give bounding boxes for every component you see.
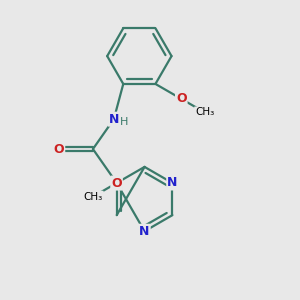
- Text: H: H: [120, 117, 128, 128]
- Text: N: N: [109, 113, 119, 126]
- Text: O: O: [111, 177, 122, 190]
- Text: N: N: [167, 176, 178, 190]
- Text: O: O: [54, 142, 64, 155]
- Text: N: N: [140, 225, 150, 238]
- Text: CH₃: CH₃: [195, 107, 214, 117]
- Text: O: O: [176, 92, 187, 105]
- Text: CH₃: CH₃: [84, 191, 103, 202]
